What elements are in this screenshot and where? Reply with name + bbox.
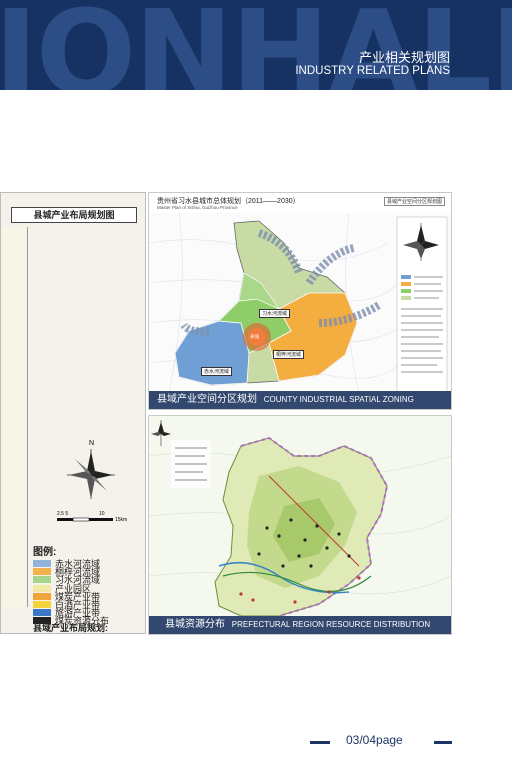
legend-label: 白酒产业带 (55, 600, 101, 610)
page-header: IONHALL 产业相关规划图 INDUSTRY RELATED PLANS (0, 0, 512, 90)
legend-swatch (33, 560, 51, 567)
resource-distribution-map-panel[interactable]: 县城资源分布 PREFECTURAL REGION RESOURCE DISTR… (148, 415, 452, 635)
legend-label: 旅游产业带 (55, 608, 101, 619)
industry-layout-map-title: 县城产业布局规划图 (11, 207, 137, 223)
legend-item: 白酒产业带 (33, 598, 100, 611)
zoning-caption-en: COUNTY INDUSTRIAL SPATIAL ZONING (263, 395, 414, 404)
industry-layout-map-panel[interactable]: 县城产业布局规划图 N 2.5 5 10 15km 图例: 县域产业布局规划: … (0, 192, 146, 634)
zone-label-chishui: 赤水河流域 (201, 367, 233, 376)
legend-label: 桐梓河流域 (55, 567, 101, 578)
resource-caption-cn: 县城资源分布 (165, 619, 225, 630)
header-title-cn: 产业相关规划图 (358, 50, 450, 65)
legend-swatch (33, 609, 51, 617)
legend-item: 产业园区 (33, 582, 91, 595)
legend-item: 旅游产业带 (33, 606, 100, 619)
page-number: 03/04page (346, 733, 403, 747)
legend-item: 桐梓河流域 (33, 565, 100, 578)
zone-label-xishui: 习水河流域 (259, 309, 291, 318)
zoning-caption-cn: 县域产业空间分区规划 (157, 394, 257, 405)
legend-swatch (33, 617, 51, 625)
legend-swatch (33, 584, 51, 592)
map-edge-strip (1, 227, 28, 607)
legend-label: 习水河流域 (55, 575, 101, 586)
legend-heading: 图例: (33, 547, 57, 558)
industrial-zoning-map-panel[interactable]: 贵州省习水县城市总体规划（2011——2030） Master Plan of … (148, 192, 452, 410)
zoning-map-subtitle: Master Plan of Xishui, Guizhou Province (157, 205, 238, 210)
zoning-map-caption: 县域产业空间分区规划 COUNTY INDUSTRIAL SPATIAL ZON… (149, 391, 451, 409)
header-title-en: INDUSTRY RELATED PLANS (295, 65, 450, 77)
resource-caption-en: PREFECTURAL REGION RESOURCE DISTRIBUTION (231, 620, 431, 629)
legend-swatch (33, 576, 51, 584)
legend-label: 产业园区 (55, 583, 92, 594)
page-dash-right (434, 741, 452, 744)
svg-text:15km: 15km (115, 517, 127, 523)
svg-text:N: N (89, 440, 94, 447)
zone-label-county-seat: 县城 (250, 334, 259, 339)
zone-label-tongzi: 桐梓河流域 (273, 350, 305, 359)
resource-map-graphic (149, 416, 451, 616)
layout-plan-heading: 县域产业布局规划: (33, 623, 108, 633)
legend-item: 赤水河流域 (33, 557, 100, 570)
header-watermark: IONHALL (0, 0, 512, 90)
resource-map-caption: 县城资源分布 PREFECTURAL REGION RESOURCE DISTR… (149, 616, 451, 634)
zoning-map-graphic (149, 213, 451, 393)
legend-label: 赤水河流域 (55, 559, 101, 569)
legend-item: 煤炭资源分布 (33, 614, 109, 627)
legend-swatch (33, 601, 51, 608)
scale-bar-icon: 2.5 5 10 15km (57, 511, 127, 523)
zoning-map-tag: 县域产业空间分区规划图 (383, 197, 445, 206)
legend-item: 习水河流域 (33, 573, 100, 586)
zoning-map-title: 贵州省习水县城市总体规划（2011——2030） (157, 198, 300, 205)
legend-swatch (33, 568, 51, 576)
north-arrow-icon: N (67, 440, 115, 499)
page-dash-left (310, 741, 330, 744)
legend-label: 煤炭资源分布 (55, 616, 110, 627)
svg-text:2.5 5: 2.5 5 (57, 511, 68, 517)
svg-text:10: 10 (99, 511, 105, 517)
legend-swatch (33, 592, 51, 600)
legend-label: 煤炭产业带 (55, 591, 101, 602)
legend-item: 煤炭产业带 (33, 590, 100, 603)
